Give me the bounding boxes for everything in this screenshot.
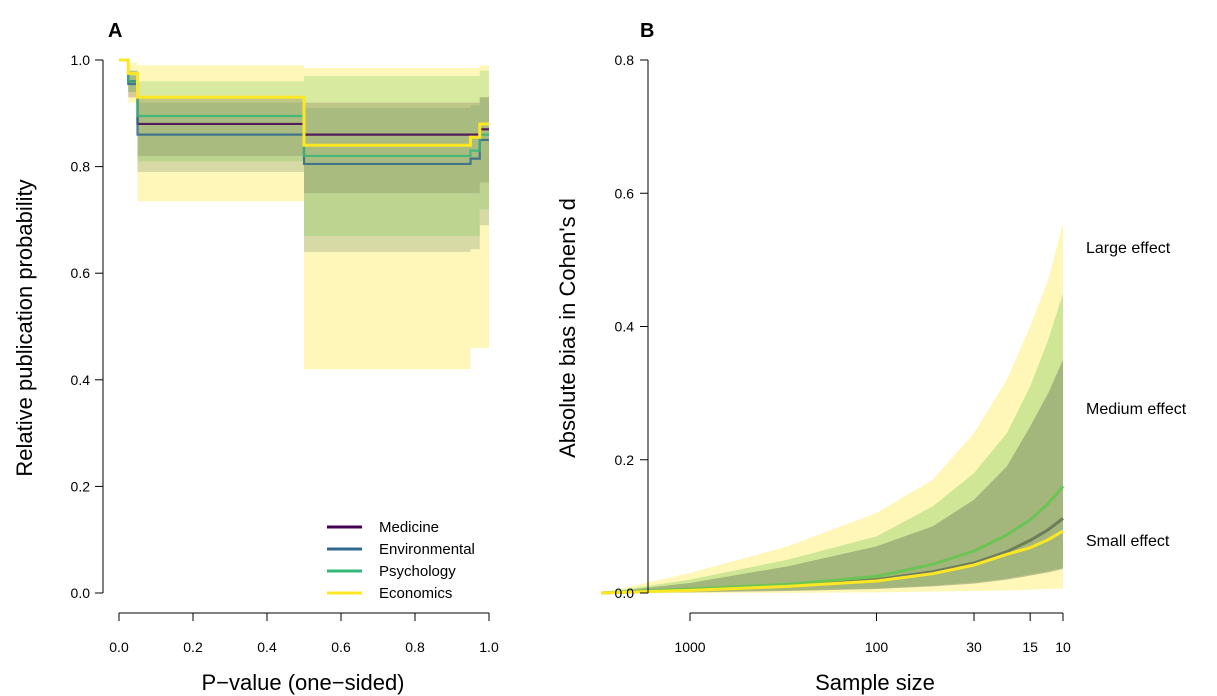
- panel-b-lines: [600, 485, 1065, 595]
- panel-a-label: A: [108, 20, 122, 42]
- ci-band-economics: [128, 62, 138, 103]
- x-tick-label: 0.2: [183, 639, 203, 655]
- ci-band-environmental: [470, 105, 480, 250]
- panel-a-x-axis: 0.0 0.2 0.4 0.6 0.8 1.0: [109, 612, 499, 655]
- ci-band-environmental: [304, 107, 471, 252]
- x-tick-label: 30: [966, 639, 982, 655]
- large-effect-label: Large effect: [1086, 240, 1171, 257]
- x-tick-label: 100: [865, 639, 889, 655]
- ci-band-environmental: [137, 102, 304, 172]
- ci-band-series-3: [601, 223, 1063, 593]
- panel-a-bands: [128, 62, 489, 370]
- ci-band-economics: [470, 67, 480, 348]
- x-tick-label: 0.8: [405, 639, 425, 655]
- x-tick-label: 0.0: [109, 639, 129, 655]
- y-tick-label: 0.4: [71, 372, 91, 388]
- y-tick-label: 0.2: [615, 452, 635, 468]
- y-tick-label: 1.0: [71, 52, 91, 68]
- y-tick-label: 0.0: [71, 585, 91, 601]
- panel-a-legend: Medicine Environmental Psychology Economics: [327, 519, 475, 602]
- ci-band-economics: [137, 65, 304, 202]
- legend-label-psychology: Psychology: [379, 563, 456, 580]
- panel-a-lines: [119, 58, 489, 166]
- x-tick-label: 0.6: [331, 639, 351, 655]
- medium-effect-label: Medium effect: [1086, 401, 1187, 418]
- y-tick-label: 0.0: [615, 585, 635, 601]
- panel-a-y-axis: 0.0 0.2 0.4 0.6 0.8 1.0: [71, 52, 104, 601]
- y-tick-label: 0.8: [615, 52, 635, 68]
- x-tick-label: 1000: [674, 639, 705, 655]
- x-tick-label: 1.0: [479, 639, 499, 655]
- ci-band-medicine: [470, 102, 480, 194]
- ci-band-psychology: [470, 75, 480, 236]
- y-tick-label: 0.2: [71, 478, 91, 494]
- panel-b-x-axis: 1000 100 30 15 10: [674, 612, 1071, 655]
- ci-band-series-1: [601, 359, 1063, 593]
- y-tick-label: 0.6: [615, 185, 635, 201]
- y-tick-label: 0.4: [615, 319, 635, 335]
- ci-band-psychology: [137, 81, 304, 162]
- panel-b-label: B: [640, 20, 654, 42]
- line-series-3: [600, 529, 1064, 595]
- panel-b-bands: [601, 223, 1063, 593]
- line-economics: [119, 58, 489, 147]
- small-effect-label: Small effect: [1086, 533, 1170, 550]
- ci-band-economics: [304, 67, 471, 370]
- y-tick-label: 0.6: [71, 265, 91, 281]
- panel-b: B 1000 100 30 15 10 0.0 0.2 0.4 0.6 0.8 Sample s…: [555, 20, 1187, 695]
- panel-a: A 0.0 0.2 0.4 0.6 0.8 1.0 0.00.20.40.60.81.0 …: [12, 20, 499, 695]
- panel-b-y-axis: 0.0 0.2 0.4 0.6 0.8: [615, 52, 649, 601]
- ci-band-economics: [479, 65, 489, 348]
- line-series-2: [600, 485, 1065, 595]
- ci-band-medicine: [304, 102, 471, 194]
- x-tick-label: 15: [1022, 639, 1038, 655]
- panel-b-x-axis-title: Sample size: [815, 670, 935, 695]
- panel-b-y-axis-title: Absolute bias in Cohen's d: [555, 198, 580, 458]
- legend-label-environmental: Environmental: [379, 541, 475, 558]
- x-tick-label: 0.4: [257, 639, 277, 655]
- panel-a-x-axis-title: P−value (one−sided): [201, 670, 404, 695]
- legend-label-medicine: Medicine: [379, 519, 439, 536]
- y-tick-label: 0.8: [71, 159, 91, 175]
- x-tick-label: 10: [1055, 639, 1071, 655]
- ci-band-environmental: [479, 97, 489, 226]
- panel-a-y-axis-title: Relative publication probability: [12, 179, 37, 476]
- ci-band-medicine: [137, 97, 304, 156]
- legend-label-economics: Economics: [379, 585, 452, 602]
- ci-band-series-2: [601, 293, 1063, 593]
